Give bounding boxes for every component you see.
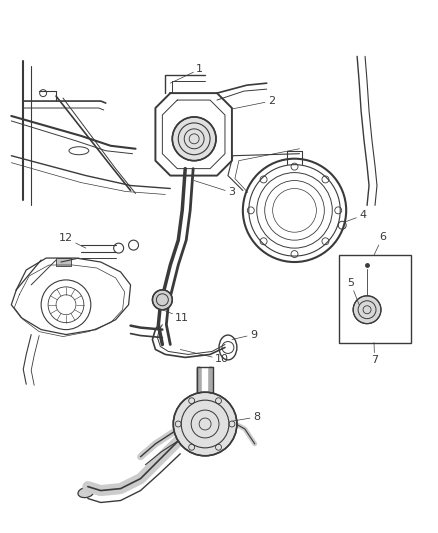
Circle shape <box>353 296 381 324</box>
Text: 3: 3 <box>194 181 235 197</box>
Text: 6: 6 <box>374 232 386 255</box>
Circle shape <box>173 392 237 456</box>
Text: 11: 11 <box>162 310 189 322</box>
Text: 8: 8 <box>233 412 260 422</box>
Text: 9: 9 <box>232 329 257 340</box>
Text: 10: 10 <box>180 350 229 365</box>
Bar <box>56 258 71 266</box>
Text: 1: 1 <box>170 64 203 83</box>
Text: 7: 7 <box>371 343 378 366</box>
Ellipse shape <box>78 488 94 498</box>
Circle shape <box>152 290 172 310</box>
Ellipse shape <box>219 335 237 360</box>
Text: 5: 5 <box>347 278 359 305</box>
Text: 12: 12 <box>59 233 86 248</box>
Circle shape <box>172 117 216 160</box>
Text: 2: 2 <box>232 96 275 109</box>
Text: 4: 4 <box>344 211 366 222</box>
Bar <box>339 255 411 343</box>
